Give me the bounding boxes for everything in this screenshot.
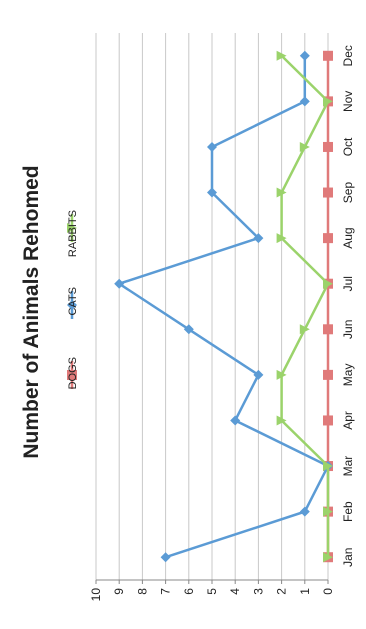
cats-marker bbox=[253, 233, 264, 244]
value-tick-label: 10 bbox=[89, 588, 103, 602]
gridlines bbox=[95, 33, 329, 580]
legend-item-dogs: DOGS bbox=[67, 357, 79, 389]
legend-label: DOGS bbox=[67, 357, 79, 389]
rabbits-marker bbox=[299, 141, 310, 152]
rabbits-marker bbox=[276, 369, 287, 380]
legend-item-rabbits: RABBITS bbox=[67, 210, 79, 257]
category-label: Aug bbox=[341, 227, 355, 248]
rabbits-line bbox=[280, 54, 330, 558]
category-label: May bbox=[341, 364, 355, 387]
cats-line bbox=[117, 55, 330, 559]
rabbits-marker bbox=[276, 233, 287, 244]
category-label: Jan bbox=[341, 548, 355, 567]
cats-series bbox=[114, 50, 333, 563]
rabbits-marker bbox=[323, 278, 333, 289]
rabbits-marker bbox=[276, 50, 287, 61]
category-label: Jul bbox=[341, 276, 355, 291]
value-tick-label: 2 bbox=[275, 588, 289, 595]
dogs-marker bbox=[323, 141, 333, 152]
category-label: Sep bbox=[341, 182, 355, 204]
cats-marker bbox=[183, 324, 194, 335]
rabbits-marker bbox=[323, 96, 333, 107]
value-tick-label: 6 bbox=[182, 588, 196, 595]
dogs-marker bbox=[323, 233, 333, 244]
dogs-marker bbox=[323, 369, 333, 380]
category-label: Oct bbox=[341, 137, 355, 156]
dogs-marker bbox=[323, 415, 333, 426]
series-lines bbox=[114, 50, 333, 563]
cats-marker bbox=[160, 552, 171, 563]
value-tick-label: 5 bbox=[205, 588, 219, 595]
rabbits-marker bbox=[276, 187, 287, 198]
rabbits-series bbox=[276, 50, 333, 563]
legend-label: RABBITS bbox=[67, 210, 79, 257]
category-label: Feb bbox=[341, 501, 355, 522]
cats-marker bbox=[299, 506, 310, 517]
cats-marker bbox=[207, 141, 217, 152]
value-tick-label: 8 bbox=[135, 588, 149, 595]
legend-item-cats: CATS bbox=[67, 287, 79, 319]
value-axis-ticks: 0 1 2 3 4 5 6 7 8 9 10 bbox=[89, 580, 335, 601]
cats-marker bbox=[230, 415, 241, 426]
chart-title: Number of Animals Rehomed bbox=[20, 165, 43, 458]
rabbits-marker bbox=[67, 223, 77, 233]
rabbits-marker bbox=[276, 415, 287, 426]
category-label: Nov bbox=[341, 91, 355, 112]
dogs-marker bbox=[323, 324, 333, 335]
cats-marker bbox=[207, 187, 217, 198]
category-label: Apr bbox=[341, 411, 355, 430]
value-tick-label: 0 bbox=[321, 588, 335, 595]
cats-marker bbox=[253, 369, 264, 380]
legend: DOGS CATS RABBITS bbox=[67, 210, 79, 389]
value-tick-label: 4 bbox=[228, 588, 242, 595]
legend-label: CATS bbox=[67, 287, 79, 316]
category-axis-ticks: Jan Feb Mar Apr May Jun Jul Aug Sep Oct Nov Dec bbox=[341, 45, 355, 567]
value-tick-label: 1 bbox=[298, 588, 312, 595]
rabbits-marker bbox=[323, 461, 333, 472]
category-label: Dec bbox=[341, 45, 355, 66]
dogs-marker bbox=[323, 187, 333, 198]
dogs-marker bbox=[67, 370, 77, 380]
cats-marker bbox=[299, 96, 310, 107]
rabbits-marker bbox=[323, 552, 333, 563]
cats-marker bbox=[299, 50, 310, 61]
value-tick-label: 9 bbox=[112, 588, 126, 595]
dogs-marker bbox=[323, 50, 333, 61]
value-tick-label: 7 bbox=[159, 588, 173, 595]
cats-marker bbox=[67, 300, 77, 310]
category-label: Mar bbox=[341, 456, 355, 477]
value-tick-label: 3 bbox=[251, 588, 265, 595]
cats-marker bbox=[114, 278, 125, 289]
rabbits-marker bbox=[299, 324, 310, 335]
rabbits-marker bbox=[323, 506, 333, 517]
category-label: Jun bbox=[341, 320, 355, 339]
